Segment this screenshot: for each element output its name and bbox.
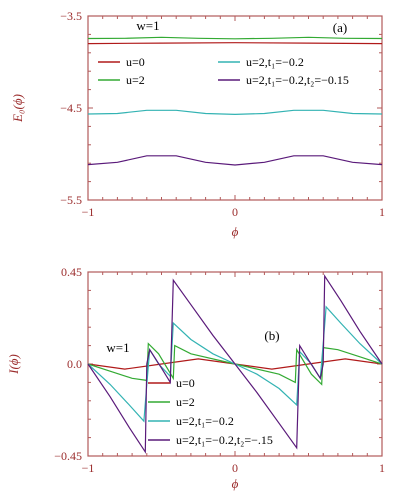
y-tick-label: −5.5 — [60, 193, 82, 207]
legend-label: u=0 — [176, 376, 195, 390]
annotation-text: w=1 — [106, 340, 129, 355]
panel-label: (a) — [333, 20, 347, 35]
x-tick-label: 1 — [379, 461, 385, 475]
x-tick-label: 0 — [232, 461, 238, 475]
panel-label: (b) — [264, 328, 279, 343]
x-axis-title: ϕ — [232, 476, 239, 491]
chart-panel-1: −1 0 1 −3.5 −4.5 −5.5 u=0 u=2 u=2,t₁=−0.2 u=2,t₁=… — [10, 9, 385, 239]
legend-label: u=2,t₁=−0.2 — [176, 414, 234, 428]
y-tick-label: 0.45 — [61, 265, 82, 279]
y-axis-title: I(ϕ) — [6, 354, 21, 375]
y-tick-label: −4.5 — [60, 101, 82, 115]
legend-label: u=2,t₁=−0.2,t₂=−0.15 — [246, 73, 349, 87]
legend-label: u=2 — [176, 395, 195, 409]
series-line-3 — [87, 109, 383, 116]
series-line-4 — [87, 155, 383, 166]
y-axis-title: E₀(ϕ) — [10, 94, 25, 123]
chart-panel-2: −1 0 1 0.45 0.0 −0.45 u=0 u=2 u=2,t₁=−0.2 u=2,t₁=… — [6, 265, 385, 491]
series-line-2 — [87, 36, 383, 40]
x-tick-label: 1 — [379, 205, 385, 219]
legend-label: u=0 — [126, 55, 145, 69]
series-line-1 — [87, 42, 383, 45]
legend-label: u=2 — [126, 73, 145, 87]
legend-label: u=2,t₁=−0.2,t₂=−.15 — [176, 433, 273, 447]
legend-label: u=2,t₁=−0.2 — [246, 55, 304, 69]
x-axis-title: ϕ — [232, 224, 239, 239]
series-line-4 — [87, 274, 383, 454]
x-tick-label: 0 — [232, 205, 238, 219]
annotation-text: w=1 — [136, 18, 159, 33]
y-tick-label: −3.5 — [60, 9, 82, 23]
y-tick-label: 0.0 — [67, 357, 82, 371]
x-tick-label: −1 — [82, 461, 95, 475]
x-tick-label: −1 — [82, 205, 95, 219]
y-tick-label: −0.45 — [54, 449, 82, 463]
